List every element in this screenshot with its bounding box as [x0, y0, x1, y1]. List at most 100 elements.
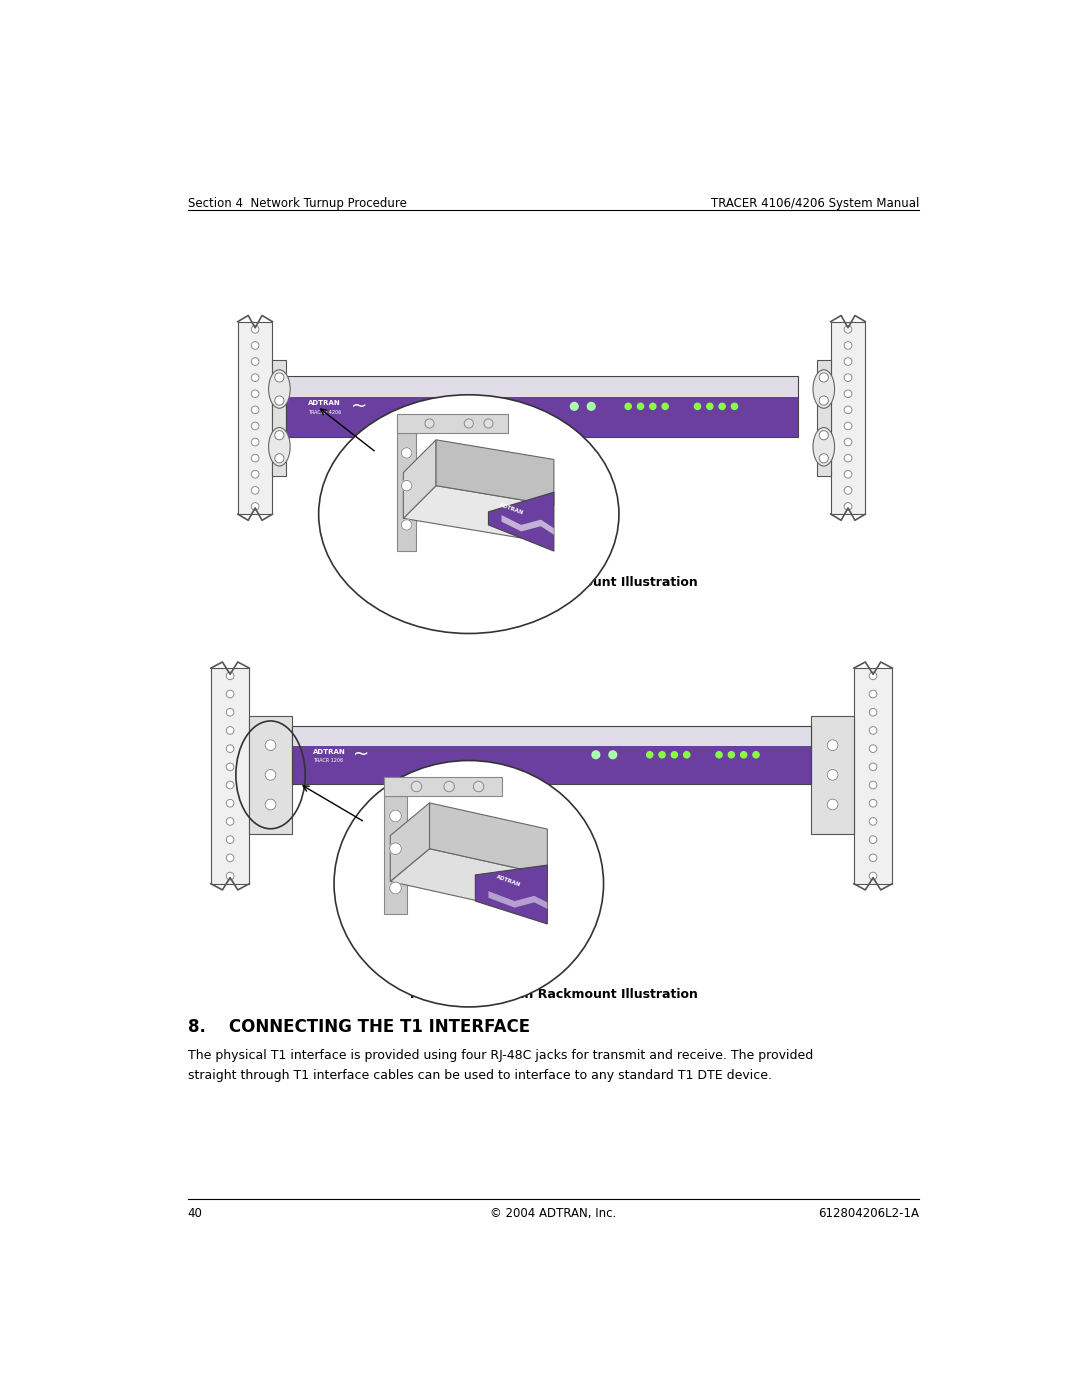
Circle shape — [845, 454, 852, 462]
Circle shape — [226, 799, 234, 807]
Circle shape — [252, 471, 259, 478]
Circle shape — [827, 740, 838, 750]
Text: ADTRAN: ADTRAN — [313, 749, 346, 754]
Circle shape — [716, 752, 723, 757]
Circle shape — [226, 745, 234, 753]
Text: TRACR 1206: TRACR 1206 — [313, 759, 343, 763]
Circle shape — [424, 419, 434, 427]
FancyBboxPatch shape — [811, 715, 854, 834]
Circle shape — [694, 404, 701, 409]
Circle shape — [265, 740, 275, 750]
Circle shape — [390, 842, 402, 855]
FancyBboxPatch shape — [854, 668, 892, 884]
Circle shape — [226, 835, 234, 844]
Text: straight through T1 interface cables can be used to interface to any standard T1: straight through T1 interface cables can… — [188, 1069, 772, 1081]
Circle shape — [226, 854, 234, 862]
FancyBboxPatch shape — [238, 321, 272, 514]
Polygon shape — [396, 433, 417, 550]
Text: Section 4  Network Turnup Procedure: Section 4 Network Turnup Procedure — [188, 197, 407, 210]
Circle shape — [274, 373, 284, 383]
Text: ~: ~ — [351, 397, 367, 416]
Circle shape — [444, 781, 455, 792]
Circle shape — [845, 422, 852, 430]
Circle shape — [637, 404, 644, 409]
Circle shape — [731, 404, 738, 409]
Circle shape — [845, 439, 852, 446]
Circle shape — [684, 752, 690, 757]
Circle shape — [226, 763, 234, 771]
Circle shape — [226, 690, 234, 698]
Polygon shape — [396, 414, 508, 433]
Circle shape — [226, 872, 234, 880]
Circle shape — [647, 752, 652, 757]
Circle shape — [390, 810, 402, 821]
Circle shape — [570, 402, 578, 411]
Circle shape — [274, 454, 284, 462]
Circle shape — [719, 404, 725, 409]
Polygon shape — [403, 486, 554, 538]
Circle shape — [592, 752, 599, 759]
Circle shape — [662, 404, 669, 409]
Circle shape — [845, 342, 852, 349]
Circle shape — [845, 503, 852, 510]
Circle shape — [484, 419, 492, 427]
Text: 612804206L2-1A: 612804206L2-1A — [819, 1207, 919, 1220]
Polygon shape — [488, 492, 554, 550]
Circle shape — [845, 390, 852, 398]
Polygon shape — [383, 796, 407, 914]
Circle shape — [274, 395, 284, 405]
Circle shape — [390, 882, 402, 894]
Circle shape — [252, 503, 259, 510]
Ellipse shape — [269, 427, 291, 467]
Text: The physical T1 interface is provided using four RJ-48C jacks for transmit and r: The physical T1 interface is provided us… — [188, 1049, 813, 1062]
Text: Figure 3.  19-inch Rackmount Illustration: Figure 3. 19-inch Rackmount Illustration — [409, 576, 698, 588]
Circle shape — [252, 486, 259, 495]
Circle shape — [845, 374, 852, 381]
Circle shape — [265, 770, 275, 781]
Circle shape — [819, 373, 828, 383]
Circle shape — [845, 486, 852, 495]
Circle shape — [819, 454, 828, 462]
FancyBboxPatch shape — [816, 360, 831, 475]
Text: ADTRAN: ADTRAN — [308, 401, 340, 407]
FancyBboxPatch shape — [286, 376, 798, 397]
Text: Figure 4.  23-inch Rackmount Illustration: Figure 4. 23-inch Rackmount Illustration — [409, 988, 698, 1000]
FancyBboxPatch shape — [272, 360, 286, 475]
Circle shape — [869, 763, 877, 771]
Circle shape — [252, 358, 259, 366]
Text: ~: ~ — [353, 745, 369, 764]
Circle shape — [226, 726, 234, 735]
Ellipse shape — [334, 760, 604, 1007]
Text: 8.    CONNECTING THE T1 INTERFACE: 8. CONNECTING THE T1 INTERFACE — [188, 1018, 530, 1037]
Circle shape — [869, 872, 877, 880]
Text: 40: 40 — [188, 1207, 203, 1220]
Polygon shape — [403, 440, 436, 518]
Circle shape — [411, 781, 421, 792]
FancyBboxPatch shape — [831, 321, 865, 514]
Circle shape — [845, 471, 852, 478]
Circle shape — [869, 745, 877, 753]
Ellipse shape — [269, 370, 291, 408]
Circle shape — [819, 395, 828, 405]
Circle shape — [226, 781, 234, 789]
Circle shape — [672, 752, 677, 757]
Circle shape — [625, 404, 632, 409]
Circle shape — [869, 672, 877, 680]
Circle shape — [252, 342, 259, 349]
Polygon shape — [383, 777, 501, 796]
Circle shape — [827, 799, 838, 810]
Text: ADTRAN: ADTRAN — [499, 502, 524, 515]
Circle shape — [265, 799, 275, 810]
Circle shape — [464, 419, 473, 427]
Circle shape — [869, 854, 877, 862]
Text: TRACER 4206: TRACER 4206 — [308, 409, 341, 415]
Ellipse shape — [813, 427, 835, 467]
Circle shape — [869, 781, 877, 789]
Circle shape — [650, 404, 656, 409]
Ellipse shape — [319, 395, 619, 633]
Circle shape — [869, 835, 877, 844]
Circle shape — [819, 430, 828, 440]
FancyBboxPatch shape — [286, 397, 798, 437]
Circle shape — [252, 374, 259, 381]
Circle shape — [274, 430, 284, 440]
